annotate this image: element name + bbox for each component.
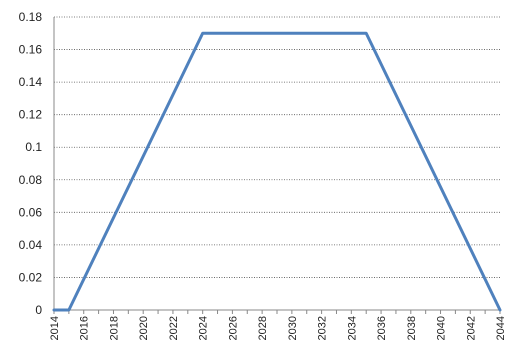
y-tick-label: 0.06	[19, 205, 43, 219]
y-tick-label: 0.1	[25, 140, 42, 154]
y-tick-label: 0.12	[19, 108, 43, 122]
x-tick-label: 2040	[436, 316, 448, 340]
y-tick-label: 0.08	[19, 173, 43, 187]
y-tick-label: 0.18	[19, 10, 43, 24]
x-tick-label: 2026	[227, 316, 239, 340]
x-tick-label: 2028	[257, 316, 269, 340]
x-tick-label: 2020	[138, 316, 150, 340]
x-tick-label: 2018	[108, 316, 120, 340]
x-tick-label: 2030	[287, 316, 299, 340]
y-tick-label: 0.02	[19, 270, 43, 284]
x-tick-label: 2036	[376, 316, 388, 340]
y-tick-label: 0	[35, 303, 42, 317]
x-tick-labels: 2014 2016 2018 2020 2022 2024 2026 2028 2030 2032…	[49, 316, 505, 340]
y-tick-label: 0.14	[19, 75, 43, 89]
series-line	[52, 31, 502, 312]
axes	[53, 17, 501, 314]
x-tick-label: 2016	[79, 316, 91, 340]
x-tick-label: 2044	[495, 316, 505, 340]
x-tick-label: 2024	[198, 316, 210, 340]
y-tick-label: 0.04	[19, 238, 43, 252]
x-tick-label: 2042	[465, 316, 477, 340]
x-tick-label: 2038	[406, 316, 418, 340]
y-tick-label: 0.16	[19, 43, 43, 57]
y-tick-labels: 0 0.02 0.04 0.06 0.08 0.1 0.12 0.14 0.16 0.18	[19, 10, 43, 317]
series-layer	[52, 31, 502, 312]
x-tick-label: 2032	[317, 316, 329, 340]
gridlines	[54, 16, 500, 278]
x-tick-label: 2022	[168, 316, 180, 340]
x-tick-label: 2014	[49, 316, 61, 340]
x-tick-label: 2034	[346, 316, 358, 340]
